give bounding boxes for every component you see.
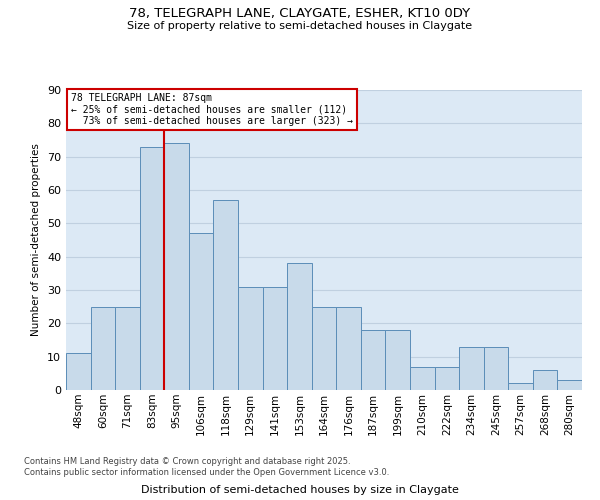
Bar <box>557 380 582 390</box>
Bar <box>434 366 459 390</box>
Bar <box>115 306 140 390</box>
Text: Contains HM Land Registry data © Crown copyright and database right 2025.
Contai: Contains HM Land Registry data © Crown c… <box>24 458 389 477</box>
Bar <box>164 144 189 390</box>
Bar <box>533 370 557 390</box>
Bar <box>312 306 336 390</box>
Bar <box>336 306 361 390</box>
Bar <box>385 330 410 390</box>
Text: Distribution of semi-detached houses by size in Claygate: Distribution of semi-detached houses by … <box>141 485 459 495</box>
Bar <box>214 200 238 390</box>
Text: 78, TELEGRAPH LANE, CLAYGATE, ESHER, KT10 0DY: 78, TELEGRAPH LANE, CLAYGATE, ESHER, KT1… <box>130 8 470 20</box>
Bar <box>263 286 287 390</box>
Bar <box>459 346 484 390</box>
Y-axis label: Number of semi-detached properties: Number of semi-detached properties <box>31 144 41 336</box>
Bar <box>287 264 312 390</box>
Bar <box>189 234 214 390</box>
Bar <box>66 354 91 390</box>
Bar <box>484 346 508 390</box>
Bar <box>238 286 263 390</box>
Bar <box>140 146 164 390</box>
Bar <box>410 366 434 390</box>
Bar <box>91 306 115 390</box>
Text: 78 TELEGRAPH LANE: 87sqm
← 25% of semi-detached houses are smaller (112)
  73% o: 78 TELEGRAPH LANE: 87sqm ← 25% of semi-d… <box>71 93 353 126</box>
Bar <box>361 330 385 390</box>
Bar <box>508 384 533 390</box>
Text: Size of property relative to semi-detached houses in Claygate: Size of property relative to semi-detach… <box>127 21 473 31</box>
